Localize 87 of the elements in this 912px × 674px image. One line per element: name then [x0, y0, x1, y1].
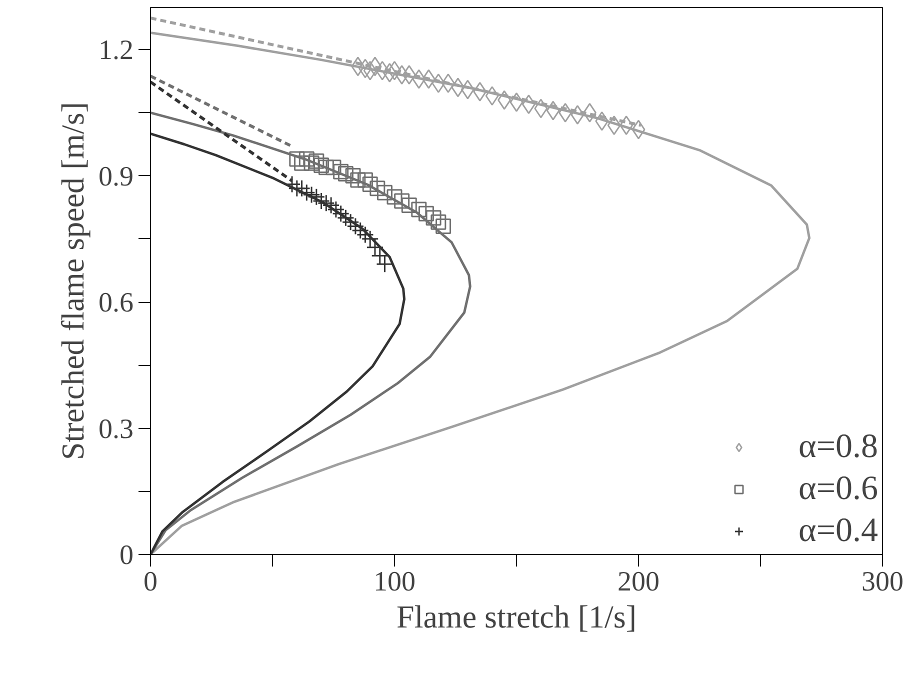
x-axis-title: Flame stretch [1/s] — [396, 598, 636, 634]
legend-label: α=0.4 — [798, 512, 878, 550]
point — [432, 73, 446, 93]
point — [632, 120, 646, 140]
point — [371, 247, 389, 265]
point — [510, 92, 524, 112]
x-tick-label: 300 — [862, 566, 904, 598]
point — [336, 209, 354, 227]
point — [362, 176, 378, 192]
point — [342, 213, 360, 231]
point — [498, 90, 512, 110]
point — [401, 198, 417, 214]
point — [368, 56, 382, 76]
point — [346, 218, 364, 236]
y-tick-label: 0.9 — [98, 161, 134, 192]
point — [294, 155, 310, 171]
legend-label: α=0.8 — [798, 428, 878, 466]
point — [570, 105, 584, 125]
y-tick-label: 0.6 — [98, 288, 134, 319]
point — [395, 65, 409, 85]
point — [382, 62, 396, 82]
point — [357, 172, 373, 188]
y-tick-label: 1.2 — [98, 35, 134, 66]
point — [422, 69, 436, 89]
point — [363, 60, 377, 80]
point — [418, 206, 434, 222]
point — [441, 73, 455, 93]
line-series — [150, 111, 472, 554]
point — [366, 238, 384, 256]
point — [412, 69, 426, 89]
point — [388, 60, 402, 80]
legend-label: α=0.6 — [798, 470, 878, 508]
point — [370, 180, 386, 196]
point — [283, 175, 301, 193]
point — [352, 222, 370, 240]
point — [308, 188, 326, 206]
point — [318, 160, 334, 176]
point — [473, 82, 487, 102]
line-series — [150, 132, 406, 554]
point — [322, 196, 340, 214]
point — [620, 116, 634, 136]
point — [546, 100, 560, 120]
point — [308, 153, 324, 169]
point — [595, 111, 609, 131]
y-tick-label: 0 — [120, 540, 134, 571]
point — [386, 189, 402, 205]
point — [302, 186, 320, 204]
point — [522, 94, 536, 114]
point — [327, 200, 345, 218]
y-tick-label: 0.3 — [98, 414, 134, 445]
point — [358, 58, 372, 78]
point — [356, 226, 374, 244]
x-tick-label: 100 — [374, 566, 416, 598]
point — [376, 60, 390, 80]
point — [326, 160, 342, 176]
point — [317, 194, 335, 212]
point — [376, 184, 392, 200]
point — [451, 78, 465, 98]
point — [582, 102, 596, 122]
point — [485, 86, 499, 106]
point — [402, 65, 416, 85]
point — [350, 172, 366, 188]
x-tick-label: 200 — [618, 566, 660, 598]
point — [314, 158, 330, 174]
point — [338, 166, 354, 182]
point — [558, 102, 572, 122]
point — [607, 116, 621, 136]
y-axis-title: Stretched flame speed [m/s] — [54, 102, 90, 460]
point — [394, 193, 410, 209]
point — [298, 151, 314, 167]
point — [312, 192, 330, 210]
point — [534, 98, 548, 118]
point — [351, 56, 365, 76]
point — [430, 214, 446, 230]
point — [361, 230, 379, 248]
point — [289, 151, 305, 167]
point — [460, 80, 474, 100]
point — [436, 218, 452, 234]
point — [376, 255, 394, 273]
point — [304, 155, 320, 171]
point — [345, 168, 361, 184]
point — [332, 204, 350, 222]
point — [426, 210, 442, 226]
point — [411, 202, 427, 218]
point — [333, 164, 349, 180]
point — [298, 184, 316, 202]
x-tick-label: 0 — [144, 566, 158, 598]
